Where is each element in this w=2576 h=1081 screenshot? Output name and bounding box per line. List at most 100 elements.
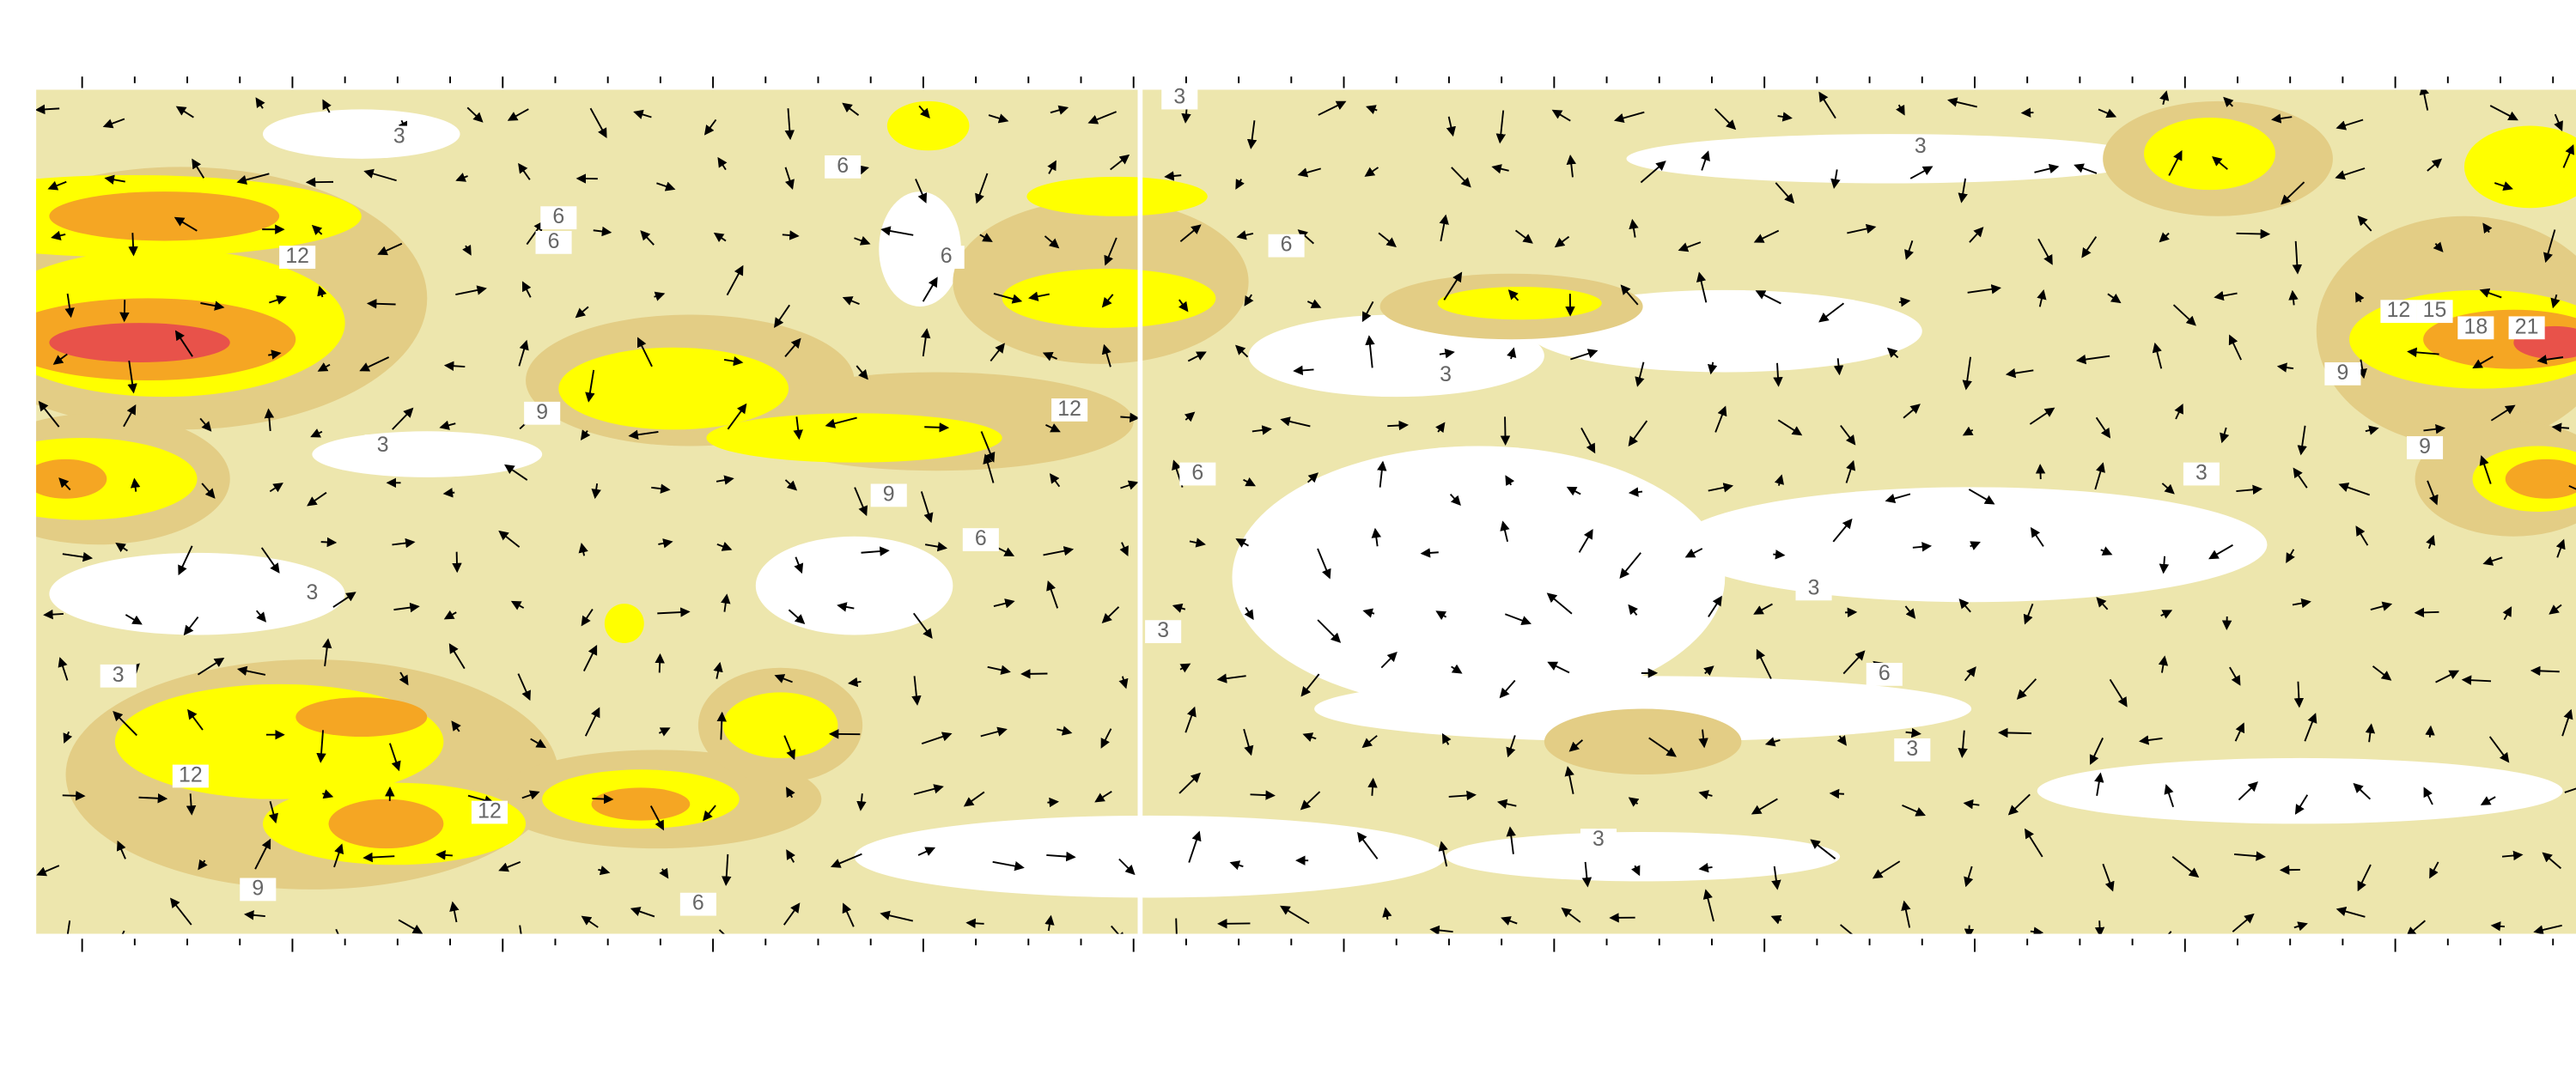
wind-arrow <box>268 349 282 360</box>
wind-arrow <box>466 106 484 123</box>
wind-arrow <box>1547 661 1570 674</box>
wind-arrow <box>1235 344 1249 358</box>
wind-arrow <box>1297 229 1314 245</box>
wind-arrow <box>1564 766 1574 794</box>
wind-arrow <box>392 537 416 549</box>
contour-label: 6 <box>1191 461 1203 485</box>
wind-arrow <box>2023 603 2034 625</box>
wind-arrow <box>1387 420 1410 431</box>
contour-label: 3 <box>113 663 125 687</box>
wind-arrow <box>1546 592 1573 615</box>
wind-arrow <box>920 491 934 524</box>
wind-arrow <box>2357 864 2372 892</box>
wind-arrow <box>187 708 204 731</box>
wind-arrow <box>442 488 455 498</box>
label-box <box>524 401 561 425</box>
wind-arrow <box>993 293 1023 304</box>
wind-arrow <box>2365 425 2379 435</box>
wind-arrow <box>1043 546 1075 556</box>
wind-arrow <box>2562 143 2574 168</box>
wind-arrow <box>455 285 487 296</box>
wind-arrow <box>593 226 612 237</box>
contour-label: 12 <box>179 763 203 787</box>
wind-arrow <box>2435 670 2460 683</box>
wind-arrow <box>2029 407 2055 425</box>
wind-arrow <box>2102 863 2115 892</box>
wind-arrow <box>2232 913 2255 932</box>
wind-arrow <box>435 850 453 860</box>
contour-label: 3 <box>1808 575 1820 599</box>
wind-arrow <box>1110 154 1130 171</box>
contour-label: 3 <box>1915 134 1927 158</box>
wind-arrow <box>392 407 414 430</box>
wind-arrow <box>2482 222 2493 234</box>
wind-arrow <box>1773 362 1783 387</box>
wind-arrow <box>1964 925 1975 934</box>
wind-arrow <box>856 793 867 811</box>
wind-arrow <box>655 653 665 673</box>
label-box <box>2324 361 2361 386</box>
wind-arrow <box>1962 356 1972 391</box>
wind-arrow <box>462 244 472 256</box>
wind-arrow <box>2479 288 2502 299</box>
wind-arrow <box>1118 858 1136 876</box>
contour-label: 3 <box>393 124 405 149</box>
wind-arrow <box>922 276 938 302</box>
wind-arrow <box>322 789 334 799</box>
wind-arrow <box>783 902 801 926</box>
wind-arrow <box>987 665 1011 675</box>
wind-arrow <box>1696 271 1708 303</box>
wind-arrow <box>861 546 890 556</box>
contour-label: 6 <box>941 244 953 268</box>
wind-arrow <box>519 925 522 934</box>
wind-arrow <box>2276 362 2294 373</box>
wind-arrow <box>452 551 462 574</box>
wind-arrow <box>630 907 655 918</box>
contour-label: 9 <box>2419 434 2431 459</box>
wind-arrow <box>1698 862 1713 873</box>
wind-arrow <box>43 609 64 620</box>
wind-arrow <box>255 97 265 109</box>
wind-arrow <box>589 107 607 139</box>
wind-arrow <box>1773 550 1786 560</box>
contour-label: 6 <box>1281 233 1293 257</box>
label-box <box>364 434 401 458</box>
wind-arrow <box>1714 108 1737 131</box>
wind-arrow <box>36 104 60 115</box>
wind-arrow <box>530 738 547 749</box>
wind-arrow <box>1902 804 1926 817</box>
wind-arrow <box>1845 459 1856 483</box>
wind-arrow <box>1371 527 1381 547</box>
wind-arrow <box>66 920 71 934</box>
label-box <box>381 125 417 149</box>
wind-arrow <box>983 453 995 483</box>
wind-arrow <box>498 530 521 548</box>
wind-arrow <box>713 661 723 679</box>
wind-arrow <box>2139 735 2163 745</box>
wind-arrow <box>1774 474 1784 486</box>
contour-label: 3 <box>1157 618 1169 642</box>
label-box <box>928 246 965 269</box>
wind-arrow <box>2482 556 2503 566</box>
wind-arrow <box>1046 580 1059 609</box>
wind-arrow <box>2034 163 2060 174</box>
wind-arrow <box>1566 486 1581 496</box>
contour-label: 6 <box>1879 661 1891 685</box>
wind-arrow <box>521 790 540 800</box>
wind-arrow <box>658 727 671 737</box>
wind-arrow <box>52 353 68 365</box>
wind-arrow <box>717 156 728 171</box>
label-box <box>240 878 277 902</box>
wind-arrow <box>1635 361 1645 387</box>
wind-arrow <box>793 416 803 440</box>
wind-arrow <box>1631 865 1641 877</box>
wind-arrow <box>2423 424 2446 434</box>
wind-arrow <box>1628 604 1639 616</box>
wind-arrow <box>2107 293 2122 304</box>
wind-arrow <box>2533 924 2562 934</box>
wind-arrow <box>591 483 601 500</box>
wind-arrow <box>2292 598 2311 609</box>
wind-arrow <box>578 543 588 556</box>
wind-arrow <box>104 174 125 185</box>
wind-arrow <box>921 328 931 357</box>
